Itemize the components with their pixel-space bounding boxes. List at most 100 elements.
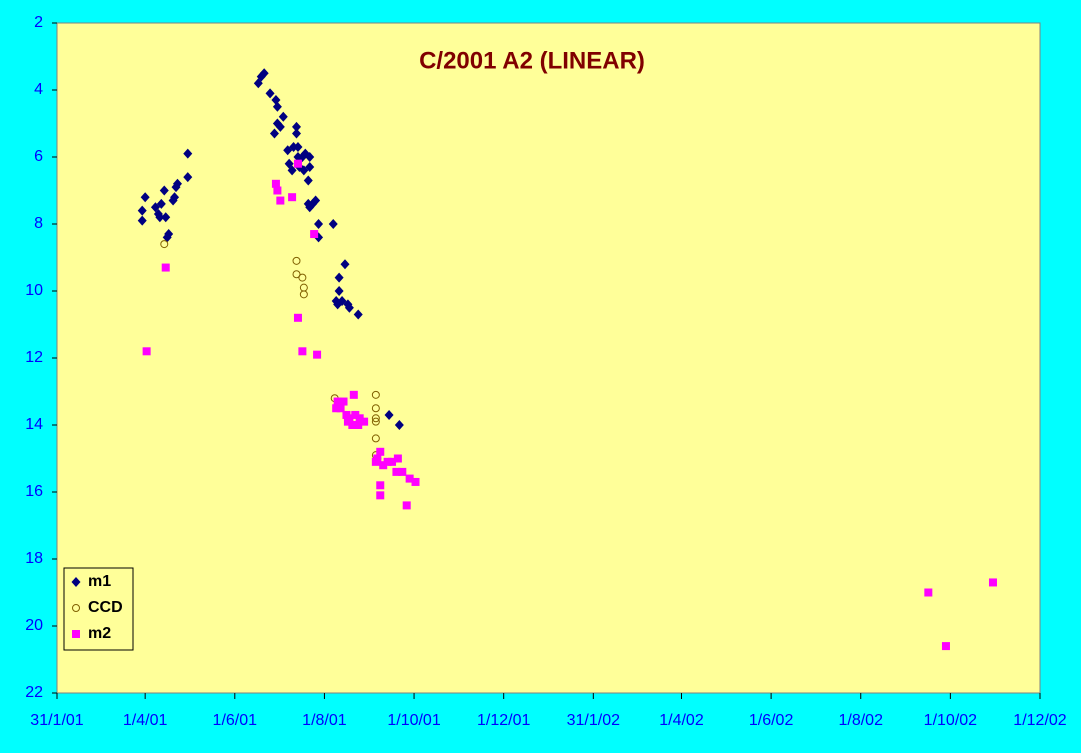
y-tick-label: 4 (34, 81, 43, 98)
point (349, 390, 358, 399)
x-tick-label: 1/4/02 (659, 712, 704, 729)
point (272, 101, 282, 112)
point (137, 205, 147, 216)
point (287, 165, 297, 176)
legend-label: m1 (88, 573, 111, 590)
point (376, 447, 385, 456)
point (334, 272, 344, 283)
point (273, 186, 282, 195)
point (292, 270, 301, 279)
point (340, 259, 350, 270)
point (288, 193, 297, 202)
point (183, 172, 193, 183)
point (259, 68, 269, 79)
legend-marker (72, 604, 80, 612)
point (371, 390, 380, 399)
point (292, 256, 301, 265)
legend-label: CCD (88, 599, 123, 616)
point (310, 230, 319, 239)
point (275, 121, 285, 132)
point (339, 397, 348, 406)
point (941, 642, 950, 651)
point (293, 159, 302, 168)
x-tick-label: 1/12/01 (477, 712, 530, 729)
point (379, 461, 388, 470)
x-tick-label: 1/10/02 (924, 712, 977, 729)
point (328, 219, 338, 229)
point (161, 212, 171, 223)
x-tick-label: 31/1/02 (567, 712, 620, 729)
point (393, 454, 402, 463)
y-tick-label: 16 (25, 483, 43, 500)
point (336, 404, 345, 413)
x-tick-label: 31/1/01 (30, 712, 83, 729)
y-tick-label: 6 (34, 148, 43, 165)
point (371, 414, 380, 423)
point (183, 148, 193, 159)
point (351, 410, 360, 419)
point (373, 454, 382, 463)
point (160, 240, 169, 249)
point (298, 347, 307, 356)
point (299, 290, 308, 299)
y-tick-label: 14 (25, 416, 43, 433)
point (988, 578, 997, 587)
x-tick-label: 1/8/02 (838, 712, 883, 729)
point (344, 302, 354, 313)
point (311, 195, 321, 206)
point (332, 404, 341, 413)
point (402, 501, 411, 510)
y-tick-label: 12 (25, 349, 43, 366)
y-tick-label: 8 (34, 215, 43, 232)
x-tick-label: 1/6/01 (213, 712, 258, 729)
point (305, 152, 315, 162)
point (360, 417, 369, 426)
point (371, 404, 380, 413)
y-tick-label: 10 (25, 282, 43, 299)
point (924, 588, 933, 597)
legend-marker (72, 630, 80, 638)
point (159, 185, 169, 196)
point (392, 467, 401, 476)
point (388, 457, 397, 466)
point (398, 467, 407, 476)
point (376, 491, 385, 500)
point (161, 263, 170, 272)
chart-title: C/2001 A2 (LINEAR) (419, 47, 645, 74)
point (292, 128, 302, 139)
point (371, 417, 380, 426)
point (172, 178, 182, 189)
point (371, 434, 380, 443)
plot-area (56, 22, 1041, 694)
point (140, 192, 150, 203)
point (271, 95, 281, 106)
point (265, 88, 275, 99)
x-tick-label: 1/10/01 (387, 712, 440, 729)
point (156, 198, 166, 209)
point (292, 121, 302, 132)
point (314, 219, 324, 229)
point (155, 212, 165, 223)
point (170, 192, 180, 203)
point (384, 409, 394, 420)
point (271, 179, 280, 188)
point (354, 421, 363, 429)
point (394, 420, 404, 430)
point (353, 309, 363, 320)
point (376, 481, 385, 490)
point (345, 414, 354, 423)
plot (137, 68, 997, 651)
point (137, 215, 147, 226)
point (355, 414, 364, 423)
point (164, 229, 174, 240)
x-tick-label: 1/8/01 (302, 712, 347, 729)
point (269, 128, 279, 139)
y-tick-label: 2 (34, 14, 43, 31)
point (334, 286, 344, 296)
point (303, 175, 313, 186)
point (313, 350, 322, 359)
x-tick-label: 1/4/01 (123, 712, 168, 729)
point (405, 474, 414, 483)
point (278, 111, 288, 122)
point (293, 141, 303, 152)
